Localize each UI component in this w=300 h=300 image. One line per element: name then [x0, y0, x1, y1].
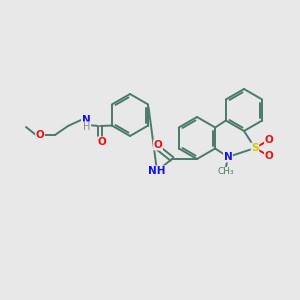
Text: O: O — [98, 137, 106, 147]
Text: O: O — [154, 140, 162, 150]
Text: N: N — [224, 152, 232, 162]
Text: N: N — [82, 115, 90, 125]
Text: O: O — [265, 135, 273, 145]
Text: H: H — [83, 122, 91, 132]
Text: NH: NH — [148, 166, 166, 176]
Text: O: O — [265, 151, 273, 161]
Text: O: O — [36, 130, 44, 140]
Text: S: S — [251, 143, 259, 153]
Text: CH₃: CH₃ — [218, 167, 234, 176]
